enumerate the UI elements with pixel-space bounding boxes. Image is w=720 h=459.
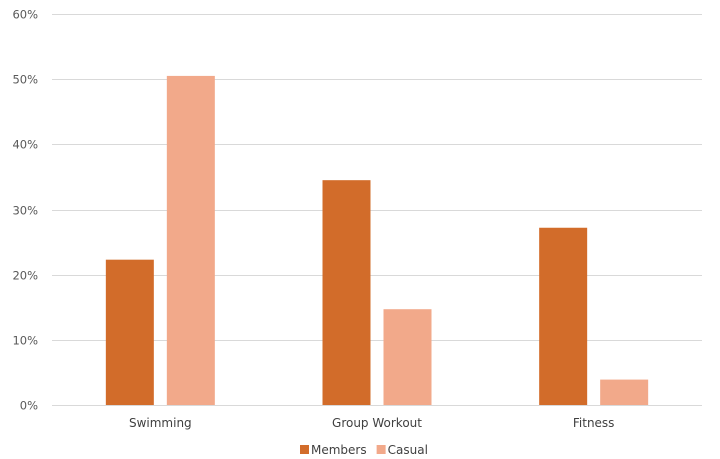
y-axis-ticks: 0% 10% 20% 30% 40% 50% 60% xyxy=(12,8,38,413)
y-tick-label: 20% xyxy=(12,269,38,283)
legend-label: Casual xyxy=(388,443,428,457)
x-category-label: Group Workout xyxy=(332,416,422,430)
bar-members-fitness xyxy=(539,227,588,405)
bar-casual-fitness xyxy=(600,379,649,405)
y-tick-label: 40% xyxy=(12,138,38,152)
bar-casual-swimming xyxy=(166,75,215,406)
x-axis-categories: Swimming Group Workout Fitness xyxy=(129,416,614,430)
legend-item-members: Members xyxy=(300,443,367,457)
legend-swatch xyxy=(300,445,309,454)
gridlines xyxy=(52,14,702,406)
x-category-label: Swimming xyxy=(129,416,192,430)
x-category-label: Fitness xyxy=(573,416,615,430)
legend-label: Members xyxy=(311,443,367,457)
bars xyxy=(105,75,649,406)
legend-item-casual: Casual xyxy=(376,443,428,457)
y-tick-label: 50% xyxy=(12,73,38,87)
bar-members-swimming xyxy=(105,259,154,405)
y-tick-label: 10% xyxy=(12,334,38,348)
legend: Members Casual xyxy=(300,443,428,457)
y-tick-label: 30% xyxy=(12,204,38,218)
bar-casual-group-workout xyxy=(383,309,432,405)
bar-members-group-workout xyxy=(322,180,371,405)
y-tick-label: 60% xyxy=(12,8,38,22)
legend-swatch xyxy=(376,445,386,454)
y-tick-label: 0% xyxy=(20,399,38,413)
